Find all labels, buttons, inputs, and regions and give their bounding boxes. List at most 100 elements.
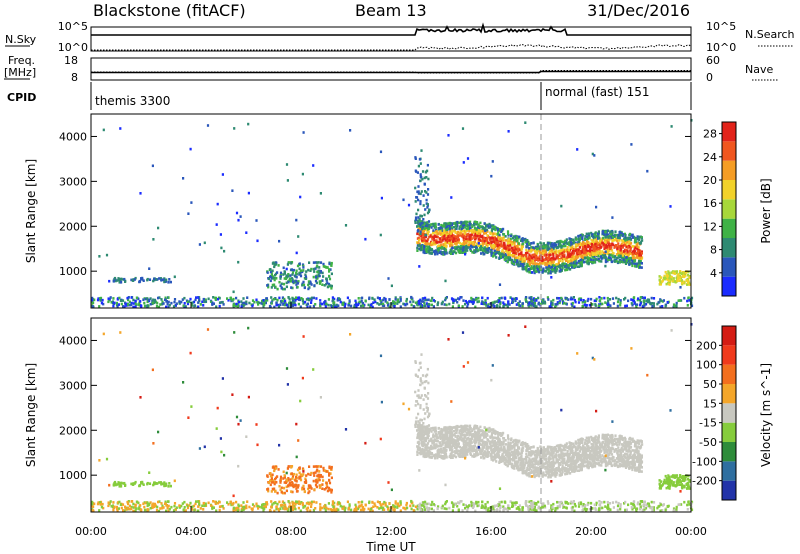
velocity-cell <box>281 503 284 507</box>
power-cell <box>524 257 527 261</box>
power-cell <box>671 279 674 282</box>
velocity-cell <box>117 507 120 510</box>
power-cell <box>116 305 119 308</box>
power-cell <box>291 286 294 290</box>
power-cell <box>160 298 163 301</box>
power-cell <box>427 177 430 181</box>
power-cell <box>108 298 111 302</box>
velocity-cell <box>382 502 385 506</box>
power-cell <box>414 186 417 190</box>
power-cell <box>574 261 577 265</box>
power-cell <box>528 258 531 262</box>
power-cell <box>470 300 474 304</box>
power-cell <box>270 296 273 299</box>
power-cell <box>581 236 584 240</box>
power-cell <box>584 249 587 253</box>
power-cell <box>304 300 307 304</box>
power-cell <box>307 287 310 291</box>
velocity-cell <box>419 502 422 506</box>
power-cell <box>126 296 129 300</box>
power-cell <box>435 249 438 252</box>
power-cell <box>245 231 248 234</box>
velocity-cell <box>503 507 506 510</box>
power-cell <box>511 299 514 302</box>
power-cell <box>286 305 290 308</box>
power-cell <box>632 299 635 302</box>
power-cell <box>438 247 441 250</box>
power-cell <box>425 198 428 202</box>
power-cell <box>577 260 580 263</box>
velocity-cell <box>278 509 281 512</box>
velocity-cell <box>174 508 177 511</box>
cpid-row: CPID themis 3300 normal (fast) 151 <box>7 82 692 110</box>
velocity-cell <box>509 500 512 503</box>
power-cell <box>238 300 241 304</box>
power-cell <box>505 256 508 259</box>
velocity-cell <box>357 501 360 504</box>
power-cell <box>473 236 476 239</box>
power-cell <box>581 258 584 261</box>
power-cell <box>578 297 581 300</box>
power-cell <box>682 280 685 284</box>
power-cell <box>568 264 571 267</box>
power-cell <box>115 279 119 282</box>
velocity-cell <box>487 507 490 510</box>
power-cell <box>597 241 600 245</box>
power-cell <box>553 266 556 270</box>
power-cell <box>319 302 322 305</box>
power-cell <box>659 299 663 302</box>
power-cell <box>349 129 352 132</box>
velocity-cell <box>418 506 421 510</box>
power-cell <box>458 297 461 301</box>
velocity-cell <box>153 505 156 509</box>
power-cell <box>337 304 340 307</box>
power-cell <box>527 249 530 253</box>
power-cell <box>215 223 218 226</box>
power-cell <box>543 300 546 304</box>
power-cell <box>275 277 278 280</box>
power-cell <box>540 261 543 265</box>
power-cell <box>414 221 417 224</box>
power-cell <box>424 208 427 211</box>
power-cell <box>474 305 477 309</box>
power-cell <box>449 244 452 248</box>
power-cell <box>454 251 458 255</box>
power-cell <box>473 298 476 302</box>
power-cell <box>481 301 485 304</box>
power-cell <box>494 242 497 246</box>
power-cell <box>678 299 681 302</box>
power-cell <box>567 298 570 301</box>
power-cell <box>168 278 171 281</box>
velocity-cell <box>530 500 533 503</box>
power-cell <box>133 278 136 281</box>
power-cell <box>643 296 646 300</box>
velocity-cell <box>204 502 207 505</box>
power-cell <box>612 302 615 305</box>
power-cell <box>423 222 426 225</box>
velocity-cell <box>617 501 620 505</box>
power-cell <box>91 296 94 300</box>
power-cell <box>102 128 105 132</box>
power-cell <box>367 303 370 307</box>
power-cell <box>530 299 533 303</box>
power-cell <box>302 131 305 134</box>
power-cell <box>563 241 567 245</box>
power-cell <box>581 243 584 246</box>
velocity-cell <box>108 502 111 506</box>
velocity-cell <box>687 500 690 503</box>
power-cell <box>302 269 305 272</box>
power-cell <box>146 297 149 300</box>
colorbar-swatch <box>722 199 736 219</box>
velocity-cell <box>473 502 476 506</box>
power-cell <box>521 260 524 263</box>
power-cell <box>165 300 168 303</box>
power-cell <box>490 304 494 307</box>
power-cell <box>291 271 295 274</box>
power-cell <box>98 305 101 308</box>
cpid-segment-1: themis 3300 <box>95 94 170 108</box>
power-cell <box>298 271 301 275</box>
power-cell <box>139 300 142 303</box>
power-cell <box>361 296 364 300</box>
power-cell <box>423 227 426 230</box>
power-cell <box>618 236 621 239</box>
